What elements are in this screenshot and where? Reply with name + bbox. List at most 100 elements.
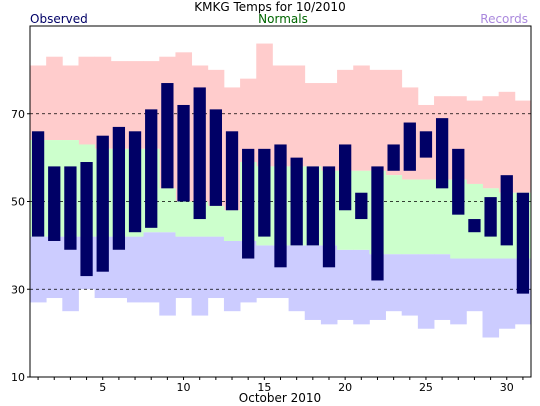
- y-tick-label: 30: [11, 283, 25, 296]
- record-low-band: [143, 232, 160, 303]
- record-high-band: [94, 56, 112, 149]
- observed-bar: [371, 166, 384, 281]
- y-tick-label: 50: [11, 196, 25, 209]
- x-tick-label: 15: [257, 381, 271, 394]
- record-low-band: [450, 258, 467, 325]
- record-low-band: [256, 245, 273, 299]
- record-high-band: [369, 69, 386, 171]
- observed-bar: [48, 166, 61, 241]
- normal-band: [401, 179, 419, 255]
- observed-bar: [112, 126, 126, 250]
- observed-bar: [468, 219, 481, 233]
- legend-normals: Normals: [258, 12, 308, 26]
- record-high-band: [78, 56, 96, 145]
- record-low-band: [110, 236, 128, 299]
- x-tick-label: 10: [177, 381, 191, 394]
- observed-bar: [193, 87, 206, 220]
- record-low-band: [191, 236, 209, 316]
- observed-bar: [161, 83, 174, 189]
- observed-bar: [403, 122, 416, 171]
- x-tick-label: 20: [338, 381, 352, 394]
- observed-bar: [419, 131, 433, 158]
- record-low-band: [159, 232, 176, 316]
- record-low-band: [304, 245, 322, 320]
- observed-bar: [96, 135, 109, 272]
- observed-bar: [274, 144, 287, 268]
- observed-bar: [209, 109, 222, 206]
- record-low-band: [385, 254, 403, 312]
- observed-bar: [145, 109, 158, 228]
- record-high-band: [304, 83, 322, 167]
- record-low-band: [288, 245, 306, 312]
- x-axis-label: October 2010: [239, 391, 321, 405]
- x-axis: 5 10 15 20 25 30: [37, 377, 524, 394]
- record-low-band: [353, 249, 370, 325]
- observed-bar: [31, 131, 45, 237]
- observed-bar: [306, 166, 319, 246]
- record-low-band: [498, 258, 516, 329]
- legend-observed: Observed: [30, 12, 88, 26]
- observed-bars: [31, 83, 530, 294]
- record-low-band: [46, 236, 63, 299]
- observed-bar: [500, 175, 513, 246]
- observed-bar: [387, 144, 400, 171]
- normal-band: [175, 201, 193, 237]
- record-high-band: [288, 65, 306, 167]
- observed-bar: [435, 118, 449, 189]
- legend-records: Records: [480, 12, 528, 26]
- observed-bar: [225, 131, 239, 211]
- observed-bar: [128, 131, 142, 233]
- observed-bar: [177, 104, 190, 202]
- record-low-band: [401, 254, 419, 316]
- observed-bar: [64, 166, 77, 250]
- record-high-band: [30, 65, 47, 141]
- record-low-band: [30, 236, 47, 303]
- record-low-band: [207, 236, 225, 299]
- record-low-band: [337, 249, 354, 320]
- normal-band: [434, 179, 451, 255]
- observed-bar: [516, 192, 530, 294]
- record-high-band: [240, 78, 257, 163]
- record-low-band: [482, 258, 500, 338]
- record-high-band: [320, 83, 338, 171]
- record-high-band: [256, 43, 273, 167]
- record-high-band: [466, 100, 483, 184]
- x-tick-label: 25: [419, 381, 433, 394]
- chart-title: KMKG Temps for 10/2010: [194, 0, 346, 14]
- record-low-band: [223, 240, 241, 312]
- normal-band: [207, 205, 225, 237]
- observed-bar: [452, 148, 465, 215]
- y-tick-label: 10: [11, 371, 25, 384]
- record-high-band: [482, 96, 500, 189]
- record-high-band: [126, 61, 144, 149]
- observed-bar: [290, 157, 303, 246]
- record-high-band: [272, 65, 289, 167]
- normal-band: [385, 175, 403, 255]
- observed-bar: [322, 166, 336, 268]
- x-tick-label: 5: [99, 381, 106, 394]
- observed-bar: [339, 144, 352, 211]
- record-low-band: [62, 236, 79, 312]
- record-high-band: [514, 100, 532, 193]
- normal-band: [417, 179, 435, 255]
- y-axis: 10 30 50 70: [11, 108, 30, 384]
- record-low-band: [175, 236, 193, 299]
- record-high-band: [62, 65, 79, 141]
- x-tick-label: 30: [500, 381, 514, 394]
- record-high-band: [353, 65, 370, 171]
- observed-bar: [80, 162, 93, 277]
- observed-bar: [484, 197, 497, 237]
- normal-band: [223, 210, 241, 241]
- normal-band: [159, 188, 176, 233]
- observed-bar: [242, 148, 255, 259]
- record-low-band: [417, 254, 435, 329]
- observed-bar: [258, 148, 271, 237]
- record-low-band: [434, 254, 451, 320]
- record-low-band: [466, 258, 483, 312]
- y-tick-label: 70: [11, 108, 25, 121]
- record-high-band: [46, 56, 63, 141]
- observed-bar: [355, 192, 368, 220]
- record-low-band: [126, 236, 144, 303]
- record-high-band: [498, 91, 516, 193]
